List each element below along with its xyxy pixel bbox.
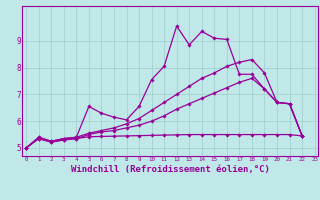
Text: 10: 10 xyxy=(3,0,12,1)
X-axis label: Windchill (Refroidissement éolien,°C): Windchill (Refroidissement éolien,°C) xyxy=(71,165,270,174)
